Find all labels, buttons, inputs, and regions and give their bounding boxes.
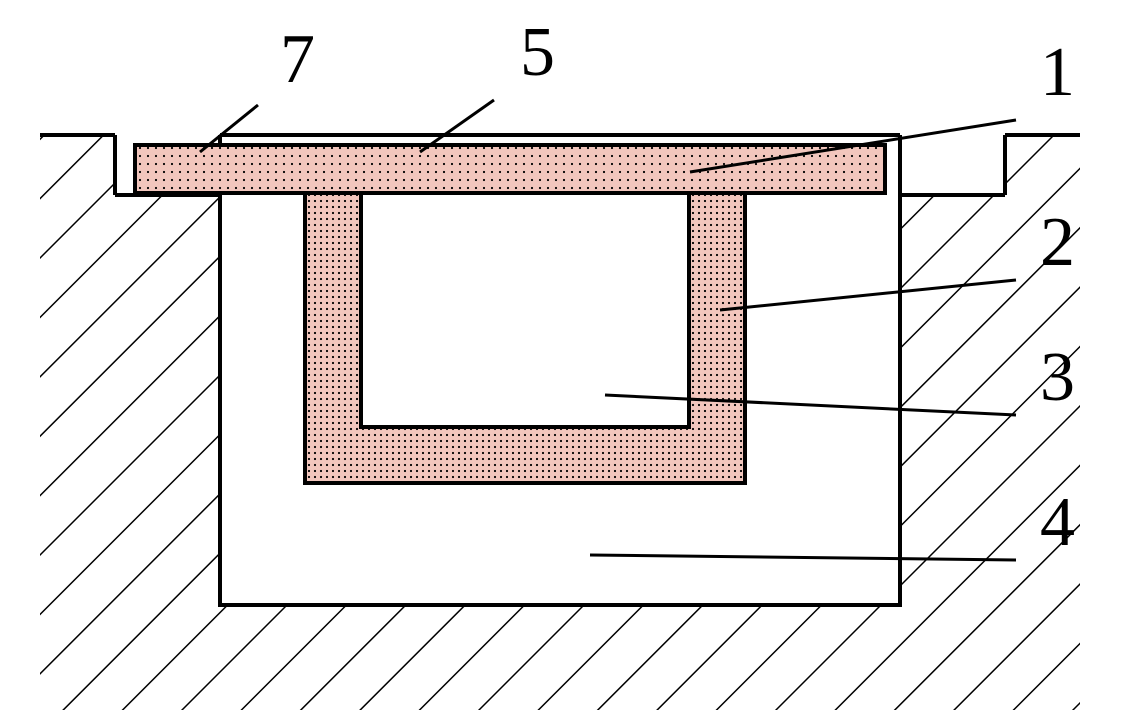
label-2: 2 xyxy=(1040,204,1075,281)
label-4: 4 xyxy=(1040,484,1075,561)
label-5: 5 xyxy=(520,14,555,91)
hatched-ground xyxy=(40,135,1080,710)
chamber-wall xyxy=(305,193,745,483)
cap-slab xyxy=(135,145,885,193)
label-7: 7 xyxy=(280,21,315,98)
label-3: 3 xyxy=(1040,339,1075,416)
label-1: 1 xyxy=(1040,34,1075,111)
